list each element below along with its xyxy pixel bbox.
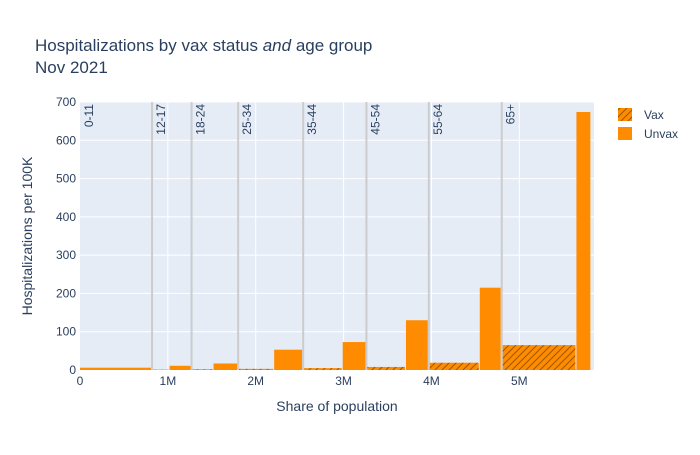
bar-unvax-45-54 — [406, 320, 428, 370]
age-label-12-17: 12-17 — [154, 104, 168, 135]
x-tick-label: 2M — [247, 374, 264, 388]
bar-unvax-12-17 — [170, 366, 191, 370]
y-tick-label: 100 — [56, 325, 76, 339]
age-label-35-44: 35-44 — [305, 104, 319, 135]
legend-label-unvax: Unvax — [644, 127, 678, 141]
chart-title-line1: Hospitalizations by vax status and age g… — [35, 36, 372, 55]
bar-unvax-65plus — [576, 112, 590, 370]
y-axis-title: Hospitalizations per 100K — [19, 156, 35, 315]
bar-unvax-55-64 — [480, 288, 501, 370]
legend-label-vax: Vax — [644, 108, 664, 122]
x-tick-label: 0 — [77, 374, 84, 388]
y-tick-label: 600 — [56, 133, 76, 147]
x-tick-label: 5M — [511, 374, 528, 388]
bar-vax-45-54 — [366, 367, 405, 370]
legend-swatch-vax — [618, 108, 632, 121]
bar-vax-65plus — [502, 345, 576, 370]
chart-title-line2: Nov 2021 — [35, 58, 108, 77]
x-tick-label: 4M — [423, 374, 440, 388]
bar-unvax-35-44 — [343, 342, 366, 370]
age-label-0-11: 0-11 — [82, 104, 96, 127]
y-tick-label: 700 — [56, 95, 76, 109]
age-label-65plus: 65+ — [504, 104, 518, 124]
legend-swatch-unvax — [618, 127, 632, 140]
legend: Vax Unvax — [618, 108, 678, 141]
bar-vax-35-44 — [303, 368, 342, 370]
plot-background — [80, 102, 594, 370]
age-label-55-64: 55-64 — [431, 104, 445, 135]
x-tick-label: 3M — [335, 374, 352, 388]
y-tick-label: 400 — [56, 210, 76, 224]
bar-unvax-25-34 — [274, 350, 302, 370]
bar-vax-25-34 — [238, 369, 273, 370]
y-tick-label: 300 — [56, 248, 76, 262]
x-axis-title: Share of population — [276, 398, 397, 414]
bar-unvax-18-24 — [214, 363, 238, 370]
y-tick-labels: 0 100 200 300 400 500 600 700 — [56, 95, 76, 377]
age-label-25-34: 25-34 — [240, 104, 254, 135]
x-tick-labels: 0 1M 2M 3M 4M 5M — [77, 374, 528, 388]
legend-item-unvax[interactable]: Unvax — [618, 127, 678, 141]
y-tick-label: 0 — [69, 363, 76, 377]
bar-vax-55-64 — [429, 363, 479, 370]
bar-vax-18-24 — [192, 369, 213, 370]
legend-item-vax[interactable]: Vax — [618, 108, 664, 122]
age-label-18-24: 18-24 — [194, 104, 208, 135]
bar-unvax-0-11 — [80, 368, 151, 370]
y-tick-label: 200 — [56, 286, 76, 300]
x-tick-label: 1M — [160, 374, 177, 388]
age-label-45-54: 45-54 — [368, 104, 382, 135]
y-tick-label: 500 — [56, 172, 76, 186]
